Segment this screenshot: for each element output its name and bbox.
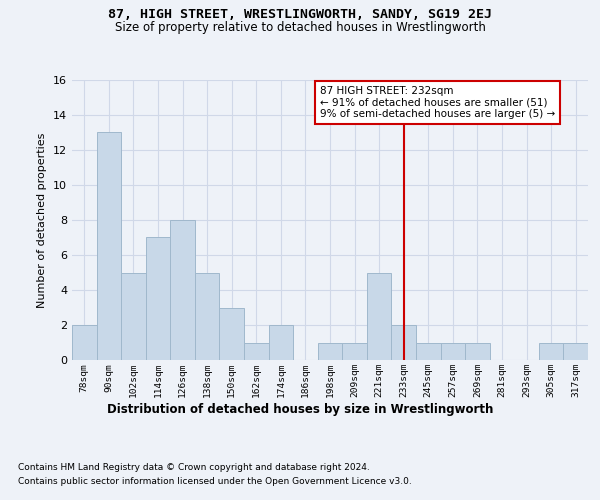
Text: Contains HM Land Registry data © Crown copyright and database right 2024.: Contains HM Land Registry data © Crown c… bbox=[18, 462, 370, 471]
Y-axis label: Number of detached properties: Number of detached properties bbox=[37, 132, 47, 308]
Bar bbox=[539, 342, 563, 360]
Bar bbox=[121, 272, 146, 360]
Text: Size of property relative to detached houses in Wrestlingworth: Size of property relative to detached ho… bbox=[115, 21, 485, 34]
Text: Contains public sector information licensed under the Open Government Licence v3: Contains public sector information licen… bbox=[18, 478, 412, 486]
Bar bbox=[416, 342, 440, 360]
Bar bbox=[367, 272, 391, 360]
Bar bbox=[72, 325, 97, 360]
Bar bbox=[220, 308, 244, 360]
Bar bbox=[342, 342, 367, 360]
Bar bbox=[170, 220, 195, 360]
Bar bbox=[146, 238, 170, 360]
Bar bbox=[269, 325, 293, 360]
Bar bbox=[97, 132, 121, 360]
Text: 87, HIGH STREET, WRESTLINGWORTH, SANDY, SG19 2EJ: 87, HIGH STREET, WRESTLINGWORTH, SANDY, … bbox=[108, 8, 492, 20]
Bar bbox=[391, 325, 416, 360]
Bar bbox=[440, 342, 465, 360]
Text: Distribution of detached houses by size in Wrestlingworth: Distribution of detached houses by size … bbox=[107, 402, 493, 415]
Bar bbox=[465, 342, 490, 360]
Bar bbox=[195, 272, 220, 360]
Bar bbox=[244, 342, 269, 360]
Bar bbox=[318, 342, 342, 360]
Text: 87 HIGH STREET: 232sqm
← 91% of detached houses are smaller (51)
9% of semi-deta: 87 HIGH STREET: 232sqm ← 91% of detached… bbox=[320, 86, 556, 120]
Bar bbox=[563, 342, 588, 360]
